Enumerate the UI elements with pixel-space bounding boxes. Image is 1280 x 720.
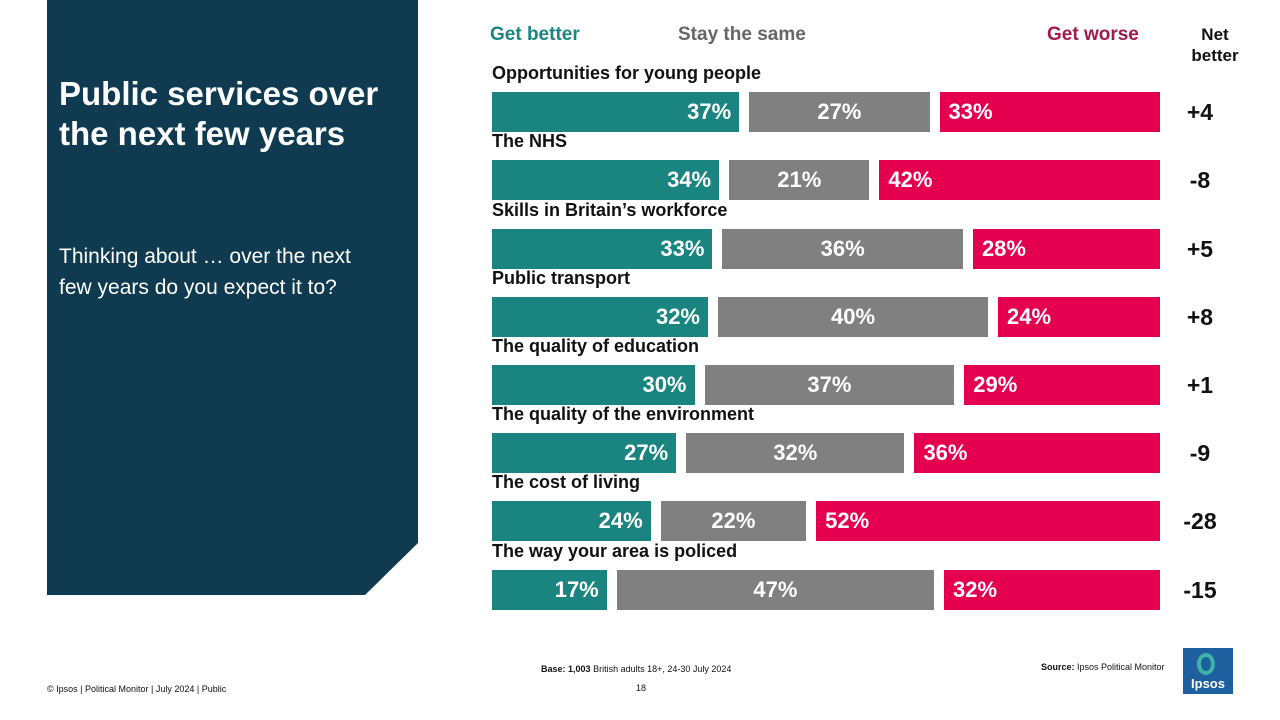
net-better-value: -15	[1183, 577, 1217, 603]
bar-same: 40%	[718, 297, 988, 337]
question-text: Thinking about … over the next few years…	[59, 245, 351, 299]
source-label: Source:	[1041, 662, 1075, 672]
bar-worse: 33%	[939, 92, 1160, 132]
bar-better: 24%	[492, 501, 651, 541]
ipsos-logo: Ipsos	[1183, 648, 1233, 694]
net-better-value: -8	[1189, 167, 1211, 193]
row-label: Opportunities for young people	[492, 63, 761, 83]
base-note: Base: 1,003 British adults 18+, 24-30 Ju…	[541, 664, 731, 674]
bar-worse: 28%	[972, 229, 1160, 269]
bar-better: 30%	[492, 365, 695, 405]
source-note: Source: Ipsos Political Monitor	[1041, 662, 1165, 672]
page-number: 18	[636, 683, 647, 693]
net-better-value: +8	[1186, 304, 1214, 330]
net-better-value: +5	[1186, 236, 1214, 262]
legend-stay-the-same: Stay the same	[678, 24, 806, 45]
page-title: Public services over the next few years	[59, 75, 379, 152]
legend-get-better: Get better	[490, 24, 580, 45]
net-better-value: -28	[1183, 508, 1217, 534]
bar-worse: 32%	[944, 570, 1160, 610]
base-label: Base:	[541, 664, 566, 674]
bar-same: 47%	[616, 570, 934, 610]
net-header-line1: Net	[1201, 25, 1229, 44]
bar-worse: 24%	[998, 297, 1160, 337]
bar-same: 22%	[660, 501, 807, 541]
bar-same: 32%	[686, 433, 905, 473]
bar-better: 34%	[492, 160, 720, 200]
bar-better: 32%	[492, 297, 708, 337]
base-description: British adults 18+, 24-30 July 2024	[590, 664, 732, 674]
ipsos-logo-text: Ipsos	[1191, 676, 1225, 691]
row-label: Public transport	[492, 268, 631, 288]
row-label: Skills in Britain’s workforce	[492, 200, 728, 220]
bar-same: 37%	[704, 365, 955, 405]
bar-worse: 42%	[879, 160, 1160, 200]
bar-worse: 52%	[816, 501, 1160, 541]
bar-better: 17%	[492, 570, 607, 610]
bar-same: 36%	[722, 229, 963, 269]
row-label: The quality of education	[492, 336, 700, 356]
bar-same: 21%	[729, 160, 870, 200]
bar-better: 27%	[492, 433, 677, 473]
row-label: The way your area is policed	[492, 541, 738, 561]
copyright-note: © Ipsos | Political Monitor | July 2024 …	[47, 684, 227, 694]
row-label: The cost of living	[492, 472, 641, 492]
side-panel: Public services over the next few years …	[47, 0, 418, 595]
base-value: 1,003	[568, 664, 591, 674]
bar-same: 27%	[749, 92, 930, 132]
bar-better: 37%	[492, 92, 740, 132]
net-better-value: +1	[1186, 372, 1214, 398]
bar-worse: 36%	[914, 433, 1160, 473]
legend-get-worse: Get worse	[1047, 24, 1139, 45]
net-better-value: +4	[1186, 99, 1214, 125]
net-better-value: -9	[1189, 440, 1211, 466]
bar-worse: 29%	[964, 365, 1160, 405]
bar-better: 33%	[492, 229, 713, 269]
net-header-line2: better	[1191, 46, 1239, 65]
net-better-header: Net better	[1175, 24, 1255, 66]
ipsos-logo-mark-icon	[1197, 653, 1215, 675]
row-label: The quality of the environment	[492, 404, 755, 424]
row-label: The NHS	[492, 131, 568, 151]
source-value: Ipsos Political Monitor	[1074, 662, 1165, 672]
